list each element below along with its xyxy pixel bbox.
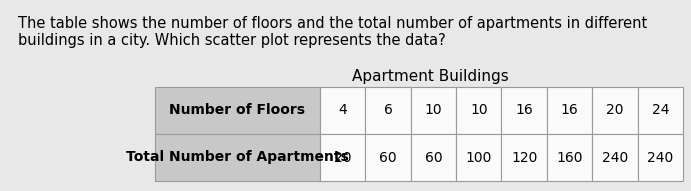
Text: 10: 10 [425, 104, 442, 117]
Bar [155, 134, 320, 181]
Bar [502, 134, 547, 181]
Bar [456, 87, 502, 134]
Text: 20: 20 [606, 104, 624, 117]
Text: 100: 100 [466, 151, 492, 164]
Text: 120: 120 [511, 151, 538, 164]
Bar [320, 87, 366, 134]
Bar [638, 87, 683, 134]
Bar [320, 134, 366, 181]
Bar [366, 134, 410, 181]
Text: 160: 160 [556, 151, 583, 164]
Bar [410, 134, 456, 181]
Bar [456, 134, 502, 181]
Bar [155, 87, 320, 134]
Text: Total Number of Apartments: Total Number of Apartments [126, 151, 349, 164]
Bar [366, 87, 410, 134]
Text: 240: 240 [647, 151, 674, 164]
Bar [592, 134, 638, 181]
Text: 20: 20 [334, 151, 352, 164]
Text: 4: 4 [339, 104, 347, 117]
Text: Number of Floors: Number of Floors [169, 104, 305, 117]
Text: 24: 24 [652, 104, 669, 117]
Text: 6: 6 [384, 104, 392, 117]
Text: 60: 60 [425, 151, 442, 164]
Text: 16: 16 [560, 104, 578, 117]
Bar [638, 134, 683, 181]
Bar [592, 87, 638, 134]
Text: Apartment Buildings: Apartment Buildings [352, 69, 509, 84]
Bar [502, 87, 547, 134]
Bar [410, 87, 456, 134]
Text: 60: 60 [379, 151, 397, 164]
Bar [547, 134, 592, 181]
Text: The table shows the number of floors and the total number of apartments in diffe: The table shows the number of floors and… [18, 16, 647, 31]
Text: 240: 240 [602, 151, 628, 164]
Text: buildings in a city. Which scatter plot represents the data?: buildings in a city. Which scatter plot … [18, 33, 446, 48]
Bar [547, 87, 592, 134]
Text: 16: 16 [515, 104, 533, 117]
Text: 10: 10 [470, 104, 488, 117]
